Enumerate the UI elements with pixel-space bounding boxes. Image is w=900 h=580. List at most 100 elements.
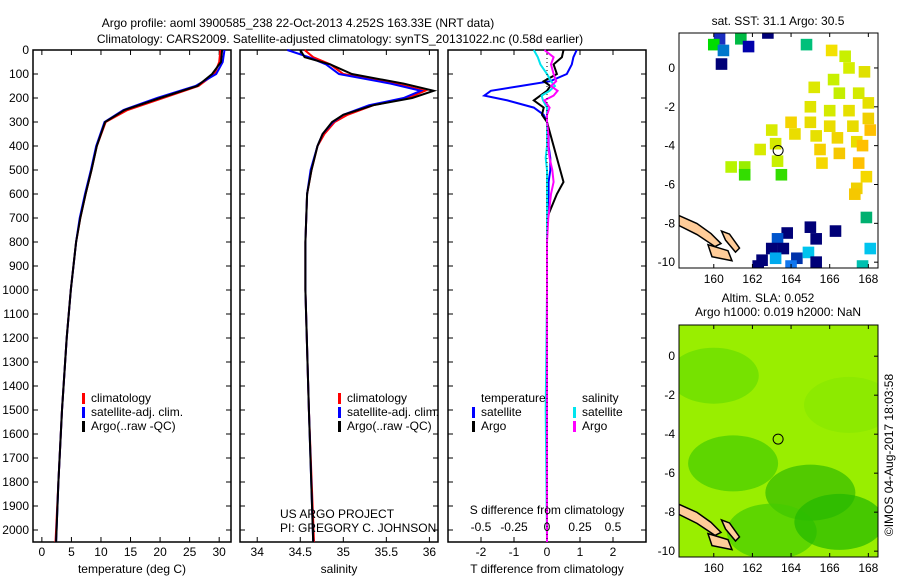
sst-cell [735,33,747,45]
sst-cell [771,233,784,245]
sst-cell [825,44,838,57]
sst-cell [860,170,873,183]
sla-patch [679,347,759,404]
sst-cell [852,157,865,169]
credit-label: ©IMOS 04-Aug-2017 18:03:58 [882,374,896,537]
y-tick-label: 1900 [2,499,29,513]
sst-cell [713,33,726,45]
legend-label: Argo(..raw -QC) [91,419,176,433]
sst-cell [756,254,768,266]
sst-cell [725,161,737,173]
y-tick-label: 800 [9,235,29,249]
map-x-tick-label: 160 [704,272,724,286]
s-tick-label: -0.5 [471,520,492,534]
sst-cell [843,62,855,74]
legend-swatch [82,393,85,404]
sst-cell [810,256,822,268]
x-tick-label: -1 [509,545,520,559]
x-tick-label: 0 [39,545,46,559]
temperature-profile-frame [32,49,232,543]
legend-label: Argo [481,419,507,433]
sla-patch [804,376,878,433]
sst-cell [802,246,815,259]
legend-swatch [82,407,85,418]
map-x-tick-label: 160 [704,561,724,575]
map-x-tick-label: 162 [742,272,762,286]
y-tick-label: 900 [9,259,29,273]
s-tick-label: -0.25 [500,520,528,534]
map-y-tick-label: -2 [664,388,675,402]
x-axis-label: temperature (deg C) [78,562,186,576]
sst-cell [777,242,790,255]
legend-label: satellite [582,405,623,419]
sst-cell [810,130,822,142]
y-tick-label: 700 [9,211,29,225]
x-axis-label: T difference from climatology [470,562,624,576]
legend-swatch [472,421,475,432]
legend-label: satellite-adj. clim. [91,405,183,419]
y-tick-label: 1500 [2,403,29,417]
sst-map-title: sat. SST: 31.1 Argo: 30.5 [712,14,845,28]
s-tick-label: 0.5 [605,520,622,534]
map-y-tick-label: -6 [664,177,675,191]
sla-patch [726,503,817,557]
series-line-climatology [54,49,222,543]
sst-cell [738,161,751,173]
map-y-tick-label: 0 [668,349,675,363]
title-line-2: Climatology: CARS2009. Satellite-adjuste… [97,32,583,46]
sla-patch [688,435,779,492]
sst-map-content [679,33,878,268]
sst-cell [843,104,855,117]
sst-cell [864,124,877,136]
x-tick-label: 20 [153,545,167,559]
legend-label: Argo(..raw -QC) [347,419,432,433]
map-y-tick-label: -4 [664,139,675,153]
y-tick-label: 1800 [2,475,29,489]
y-tick-label: 200 [9,91,29,105]
legend-swatch [82,421,85,432]
map-x-tick-label: 164 [781,272,801,286]
float-position-marker [772,433,784,445]
sst-cell [804,100,817,113]
sst-cell [769,137,782,150]
sst-cell [752,260,765,268]
sst-cell [839,50,851,63]
sst-cell [791,252,803,265]
series-line-s-satellite [532,49,557,543]
y-tick-label: 600 [9,187,29,201]
sla-map-title-1: Altim. SLA: 0.052 [722,291,815,305]
y-tick-label: 1700 [2,451,29,465]
map-y-tick-label: -2 [664,100,675,114]
x-tick-label: 0 [544,545,551,559]
island-landmass [679,503,741,551]
sla-map-title-2: Argo h1000: 0.019 h2000: NaN [695,305,861,319]
x-tick-label: 30 [212,545,226,559]
x-tick-label: -2 [476,545,487,559]
sla-map-frame [678,324,879,558]
sst-cell [742,40,755,53]
x-tick-label: 1 [577,545,584,559]
sst-cell [789,128,801,140]
sst-cell [715,58,728,70]
sst-cell [864,242,877,255]
salinity-profile-frame [239,49,439,543]
map-y-tick-label: -8 [664,216,675,230]
y-tick-label: 1300 [2,355,29,369]
sst-cell [814,143,826,156]
series-line-satellite-adj-clim- [55,49,226,543]
x-tick-label: 34 [251,545,265,559]
sst-cell [810,233,822,245]
legend-temperature-heading: temperature [481,391,546,405]
y-tick-label: 2000 [2,523,29,537]
project-label: US ARGO PROJECT [280,507,395,521]
y-tick-label: 1100 [3,307,29,321]
y-tick-label: 400 [9,139,29,153]
sst-cell [823,104,836,117]
sst-cell [762,33,774,39]
sst-cell [860,211,873,224]
series-line-satellite-adj-clim- [286,49,425,543]
map-x-tick-label: 168 [858,272,878,286]
sst-cell [769,252,782,265]
